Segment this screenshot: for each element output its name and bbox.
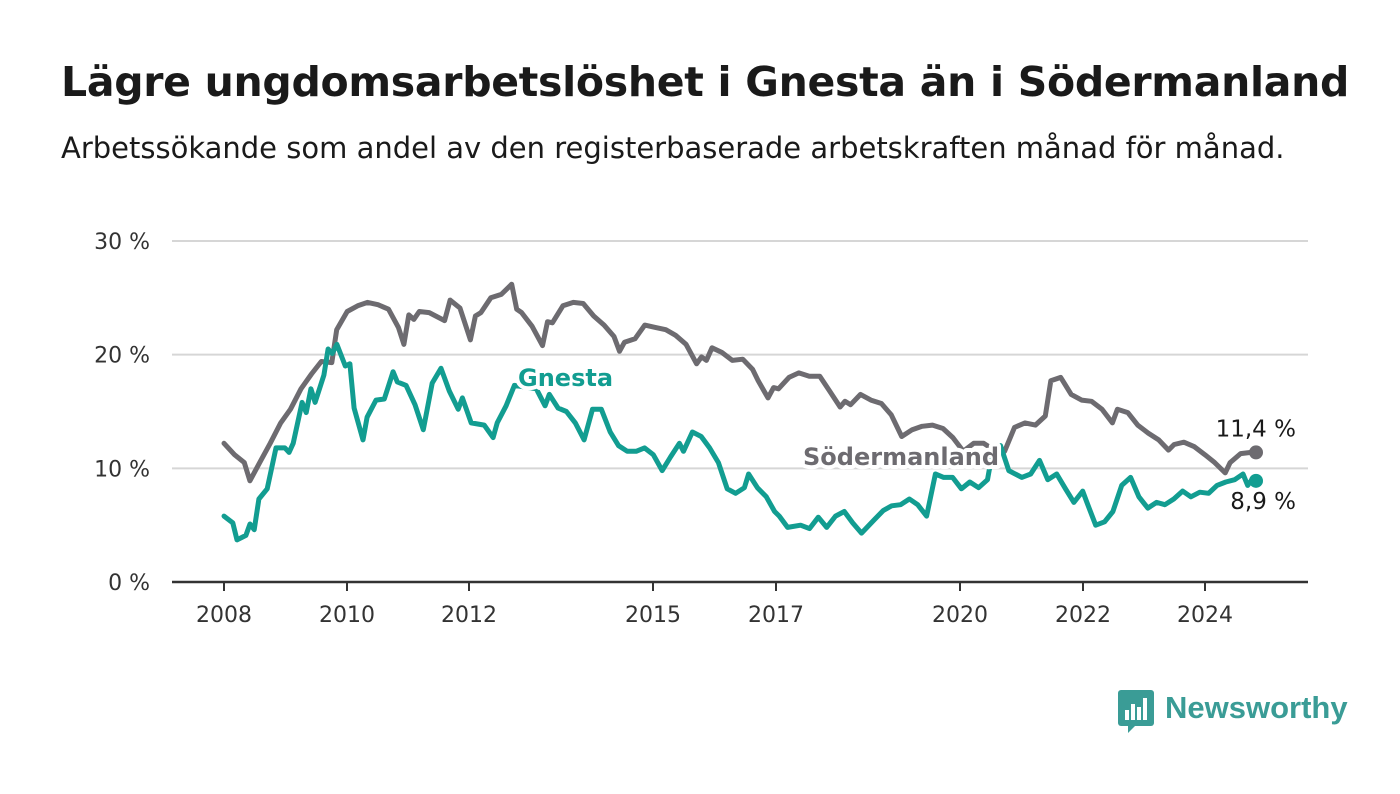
series-end-point <box>1249 473 1263 488</box>
x-tick-label: 2012 <box>441 603 497 628</box>
series-name-label: Gnesta <box>518 364 613 392</box>
series-labels: 11,4 %8,9 %GnestaGnestaSödermanlandSöder… <box>514 360 1296 515</box>
newsworthy-logo: Newsworthy <box>1118 690 1348 733</box>
x-tick-label: 2008 <box>196 603 252 628</box>
series-end-point <box>1249 445 1263 460</box>
series-end-label: 8,9 % <box>1230 489 1296 515</box>
series-lines <box>221 281 1263 543</box>
y-tick-label: 0 % <box>108 571 150 596</box>
bar-chart-logo-icon <box>1118 690 1154 733</box>
x-axis: 2008 2010 2012 2015 2017 2020 2022 2024 <box>172 580 1308 628</box>
series-name-halo: Gnesta <box>518 364 613 392</box>
x-tick-label: 2020 <box>932 603 988 628</box>
gridlines <box>172 240 1308 470</box>
series-name-halo: Södermanland <box>803 443 999 471</box>
x-tick-label: 2010 <box>319 603 375 628</box>
page-subtitle: Arbetssökande som andel av den registerb… <box>61 131 1285 165</box>
series-name-label: Södermanland <box>803 443 999 471</box>
y-axis: 0 % 10 % 20 % 30 % <box>94 230 150 596</box>
series-end-label: 11,4 % <box>1216 416 1296 442</box>
x-tick-label: 2015 <box>625 603 681 628</box>
series-line-södermanland <box>221 281 1259 484</box>
series-line-gnesta <box>221 341 1259 543</box>
y-tick-label: 20 % <box>94 344 150 369</box>
x-tick-label: 2017 <box>748 603 804 628</box>
page-title: Lägre ungdomsarbetslöshet i Gnesta än i … <box>61 58 1350 106</box>
y-tick-label: 10 % <box>94 457 150 482</box>
brand-name: Newsworthy <box>1165 690 1348 725</box>
x-tick-label: 2024 <box>1177 603 1233 628</box>
x-tick-label: 2022 <box>1055 603 1111 628</box>
y-tick-label: 30 % <box>94 230 150 255</box>
